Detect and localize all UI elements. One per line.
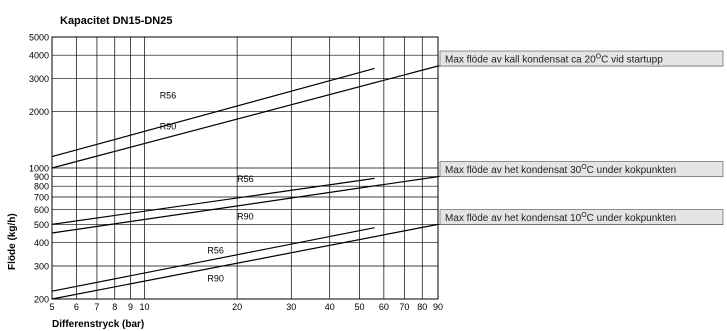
y-tick-label: 1000	[29, 164, 49, 174]
y-tick-label: 600	[34, 205, 49, 215]
x-tick-label: 20	[232, 302, 242, 312]
y-axis-label: Flöde (kg/h)	[7, 213, 18, 270]
x-tick-label: 8	[112, 302, 117, 312]
y-tick-label: 500	[34, 220, 49, 230]
x-tick-label: 70	[399, 302, 409, 312]
x-tick-label: 40	[325, 302, 335, 312]
plot-frame	[51, 36, 439, 300]
x-tick-label: 6	[74, 302, 79, 312]
annotation-text: Max flöde av het kondensat 10OC under ko…	[445, 212, 676, 224]
annotation-box	[439, 161, 724, 177]
y-tick-label: 3000	[29, 74, 49, 84]
x-axis-label: Differenstryck (bar)	[52, 319, 144, 330]
series-label-r56: R56	[160, 90, 177, 100]
annotation-box	[439, 50, 724, 67]
x-tick-label: 5	[49, 302, 54, 312]
series-label-r56: R56	[237, 174, 254, 184]
x-tick-label: 7	[94, 302, 99, 312]
series-line-r90-kall	[51, 65, 439, 169]
x-tick-label: 90	[433, 302, 443, 312]
y-tick-label: 4000	[29, 51, 49, 61]
series-label-r90: R90	[160, 122, 177, 132]
series-line-r90-het30	[51, 176, 439, 234]
x-tick-label: 30	[286, 302, 296, 312]
y-tick-label: 200	[34, 295, 49, 305]
x-tick-label: 9	[128, 302, 133, 312]
y-tick-label: 2000	[29, 107, 49, 117]
y-tick-label: 800	[34, 182, 49, 192]
x-tick-label: 60	[379, 302, 389, 312]
annotation-text: Max flöde av kall kondensat ca 20OC vid …	[445, 54, 663, 66]
series-lines	[51, 65, 439, 300]
series-label-r90: R90	[207, 273, 224, 283]
chart-title: Kapacitet DN15-DN25	[60, 15, 172, 27]
x-tick-label: 50	[354, 302, 364, 312]
series-label-r56: R56	[207, 245, 224, 255]
series-labels: R56 R90 R56 R90 R56 R90	[160, 90, 254, 283]
x-tick-label: 80	[417, 302, 427, 312]
annotations: Max flöde av kall kondensat ca 20OC vid …	[438, 50, 724, 225]
series-line-r56-kall	[51, 67, 375, 158]
x-tick-label: 10	[140, 302, 150, 312]
series-label-r90: R90	[237, 212, 254, 222]
y-tick-label: 700	[34, 193, 49, 203]
series-line-r90-het10	[51, 223, 439, 300]
y-tick-label: 900	[34, 172, 49, 182]
annotation-box	[439, 209, 724, 225]
series-line-r56-het10	[51, 227, 375, 292]
y-tick-label: 400	[34, 238, 49, 248]
grid: 5 6 7 8 9 10 20 30 40 50 60 70 80 90 200 300 400 500 600 70…	[29, 33, 443, 313]
y-tick-label: 300	[34, 261, 49, 271]
y-tick-label: 5000	[29, 33, 49, 43]
series-line-r56-het30	[51, 177, 375, 225]
annotation-text: Max flöde av het kondensat 30OC under ko…	[445, 164, 676, 176]
